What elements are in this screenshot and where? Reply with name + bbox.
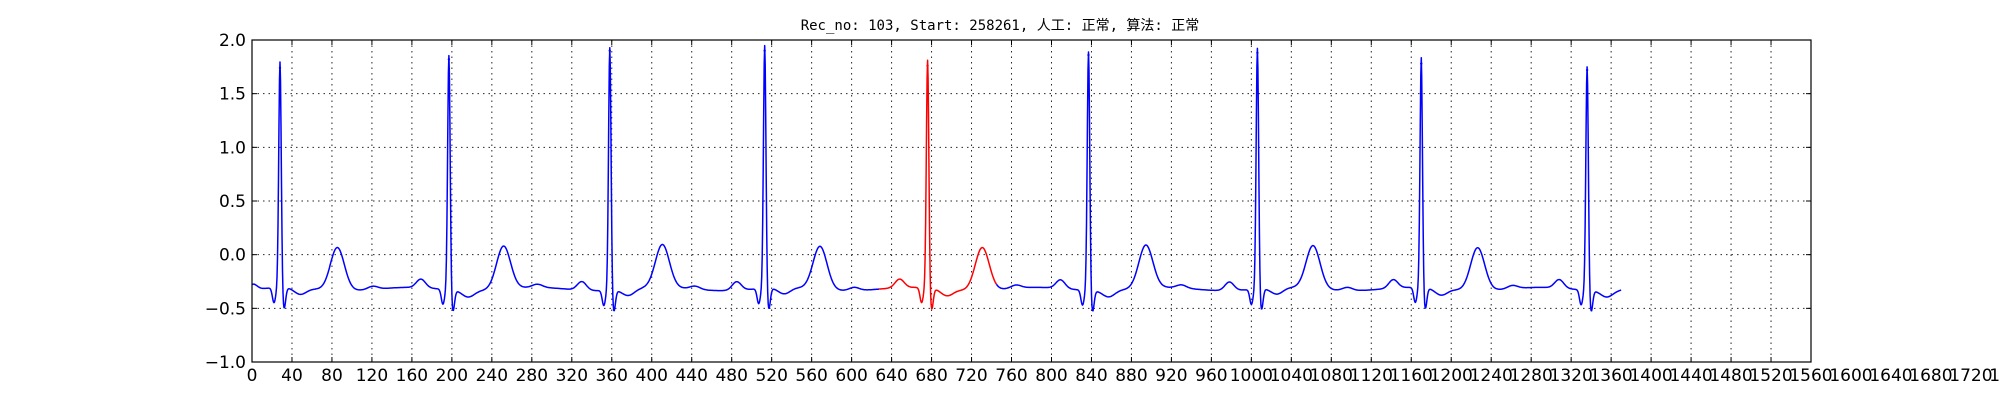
x-tick-label: 240 bbox=[476, 366, 508, 386]
x-tick-label: 1760 bbox=[1989, 366, 2000, 386]
x-tick-label: 880 bbox=[1115, 366, 1147, 386]
y-tick-label: −0.5 bbox=[205, 299, 246, 319]
y-tick-label: 2.0 bbox=[219, 31, 246, 51]
y-axis-ticks: 2.0 1.5 1.0 0.5 0.0 −0.5 −1.0 bbox=[205, 31, 1811, 373]
x-tick-label: 840 bbox=[1075, 366, 1107, 386]
x-tick-label: 1560 bbox=[1789, 366, 1832, 386]
x-tick-label: 480 bbox=[715, 366, 747, 386]
x-tick-label: 560 bbox=[795, 366, 827, 386]
x-tick-label: 80 bbox=[321, 366, 343, 386]
ecg-highlight-segment bbox=[879, 60, 996, 308]
grid bbox=[252, 40, 1811, 362]
r-peak-point bbox=[763, 50, 765, 52]
r-peak-point bbox=[926, 65, 928, 67]
x-tick-label: 800 bbox=[1035, 366, 1067, 386]
x-tick-label: 720 bbox=[955, 366, 987, 386]
y-tick-label: 1.0 bbox=[219, 138, 246, 158]
r-peak-point bbox=[1087, 54, 1089, 56]
x-tick-label: 1200 bbox=[1430, 366, 1473, 386]
x-tick-label: 1600 bbox=[1829, 366, 1872, 386]
x-tick-label: 280 bbox=[516, 366, 548, 386]
x-tick-label: 1640 bbox=[1869, 366, 1912, 386]
x-axis-ticks: 0 40 80 120 160 200 240 280 320 360 400 440 480 520 56… bbox=[247, 40, 2000, 386]
x-tick-label: 1320 bbox=[1550, 366, 1593, 386]
r-peak-point bbox=[1586, 69, 1588, 71]
x-tick-label: 520 bbox=[755, 366, 787, 386]
y-tick-label: −1.0 bbox=[205, 353, 246, 373]
r-peak-point bbox=[279, 67, 281, 69]
x-tick-label: 1440 bbox=[1669, 366, 1712, 386]
x-tick-label: 1400 bbox=[1629, 366, 1672, 386]
x-tick-label: 960 bbox=[1195, 366, 1227, 386]
ecg-normal-segment bbox=[252, 46, 879, 311]
x-tick-label: 1040 bbox=[1270, 366, 1313, 386]
r-peak-point bbox=[448, 58, 450, 60]
x-tick-label: 0 bbox=[247, 366, 258, 386]
x-tick-label: 400 bbox=[636, 366, 668, 386]
x-tick-label: 680 bbox=[915, 366, 947, 386]
x-tick-label: 1280 bbox=[1510, 366, 1553, 386]
x-tick-label: 40 bbox=[281, 366, 303, 386]
x-tick-label: 320 bbox=[556, 366, 588, 386]
x-tick-label: 120 bbox=[356, 366, 388, 386]
x-tick-label: 160 bbox=[396, 366, 428, 386]
x-tick-label: 200 bbox=[436, 366, 468, 386]
x-tick-label: 1160 bbox=[1390, 366, 1433, 386]
plot-frame bbox=[252, 40, 1811, 362]
x-tick-label: 1120 bbox=[1350, 366, 1393, 386]
chart-title: Rec_no: 103, Start: 258261, 人工: 正常, 算法: … bbox=[801, 18, 1200, 34]
x-tick-label: 440 bbox=[675, 366, 707, 386]
x-tick-label: 1520 bbox=[1749, 366, 1792, 386]
x-tick-label: 640 bbox=[875, 366, 907, 386]
x-tick-label: 1000 bbox=[1230, 366, 1273, 386]
ecg-signal bbox=[252, 46, 1621, 311]
x-tick-label: 1720 bbox=[1949, 366, 1992, 386]
x-tick-label: 1360 bbox=[1589, 366, 1632, 386]
x-tick-label: 1080 bbox=[1310, 366, 1353, 386]
r-peak-point bbox=[609, 50, 611, 52]
y-tick-label: 1.5 bbox=[219, 85, 246, 105]
y-tick-label: 0.0 bbox=[219, 246, 246, 266]
x-tick-label: 1240 bbox=[1470, 366, 1513, 386]
x-tick-label: 920 bbox=[1155, 366, 1187, 386]
x-tick-label: 360 bbox=[596, 366, 628, 386]
ecg-normal-segment bbox=[997, 48, 1622, 310]
y-tick-label: 0.5 bbox=[219, 192, 246, 212]
x-tick-label: 600 bbox=[835, 366, 867, 386]
r-peak-point bbox=[1420, 62, 1422, 64]
r-peak-point bbox=[1256, 52, 1258, 54]
x-tick-label: 1680 bbox=[1909, 366, 1952, 386]
x-tick-label: 760 bbox=[995, 366, 1027, 386]
x-tick-label: 1480 bbox=[1709, 366, 1752, 386]
